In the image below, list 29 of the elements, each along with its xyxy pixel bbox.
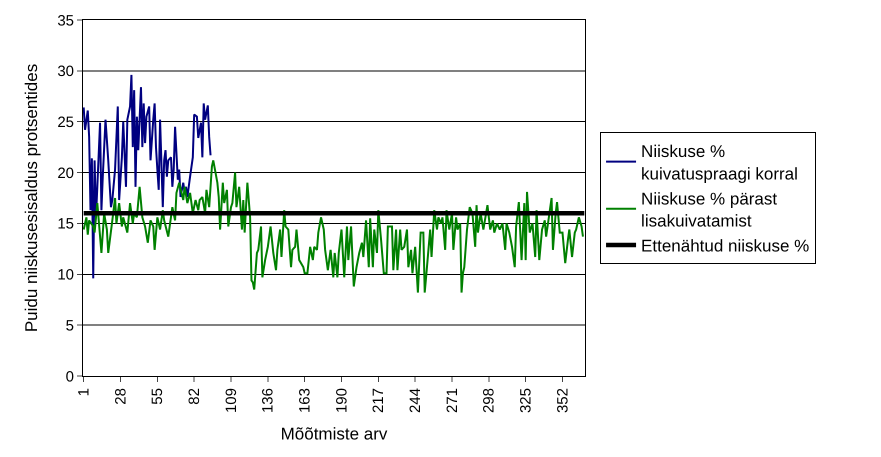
y-axis-title: Puidu niiskusesisaldus protsentides bbox=[22, 64, 41, 332]
y-tick-label: 0 bbox=[66, 368, 74, 386]
x-tick-label: 82 bbox=[186, 388, 204, 405]
legend-label: Niiskuse % kuivatuspraagi korral bbox=[641, 142, 798, 184]
x-tick-label: 163 bbox=[296, 388, 314, 414]
x-tick-label: 109 bbox=[222, 388, 240, 414]
x-tick-label: 352 bbox=[554, 388, 572, 414]
y-tick-label: 15 bbox=[57, 216, 74, 233]
x-tick-label: 190 bbox=[333, 388, 350, 414]
x-tick-label: 55 bbox=[149, 388, 166, 405]
line-series bbox=[83, 159, 584, 294]
x-tick-label: 28 bbox=[112, 388, 130, 405]
x-tick-label: 325 bbox=[518, 388, 535, 414]
x-axis-title: Mõõtmiste arv bbox=[280, 424, 388, 444]
legend-label: Niiskuse % pärast lisakuivatamist bbox=[641, 189, 778, 230]
x-tick-label: 298 bbox=[480, 388, 498, 414]
y-tick-label: 10 bbox=[57, 266, 74, 284]
legend-label: Ettenähtud niiskuse % bbox=[641, 236, 810, 256]
x-tick-label: 271 bbox=[444, 388, 461, 414]
line-series bbox=[83, 74, 212, 280]
x-tick-label: 136 bbox=[260, 388, 277, 414]
x-tick-label: 244 bbox=[407, 388, 424, 414]
y-tick-label: 25 bbox=[57, 114, 74, 131]
x-tick-label: 217 bbox=[370, 388, 388, 414]
y-tick-label: 35 bbox=[57, 12, 74, 30]
y-tick-label: 5 bbox=[66, 317, 74, 334]
x-tick-label: 1 bbox=[76, 388, 93, 396]
y-tick-label: 30 bbox=[57, 63, 74, 80]
y-tick-label: 20 bbox=[57, 164, 74, 182]
